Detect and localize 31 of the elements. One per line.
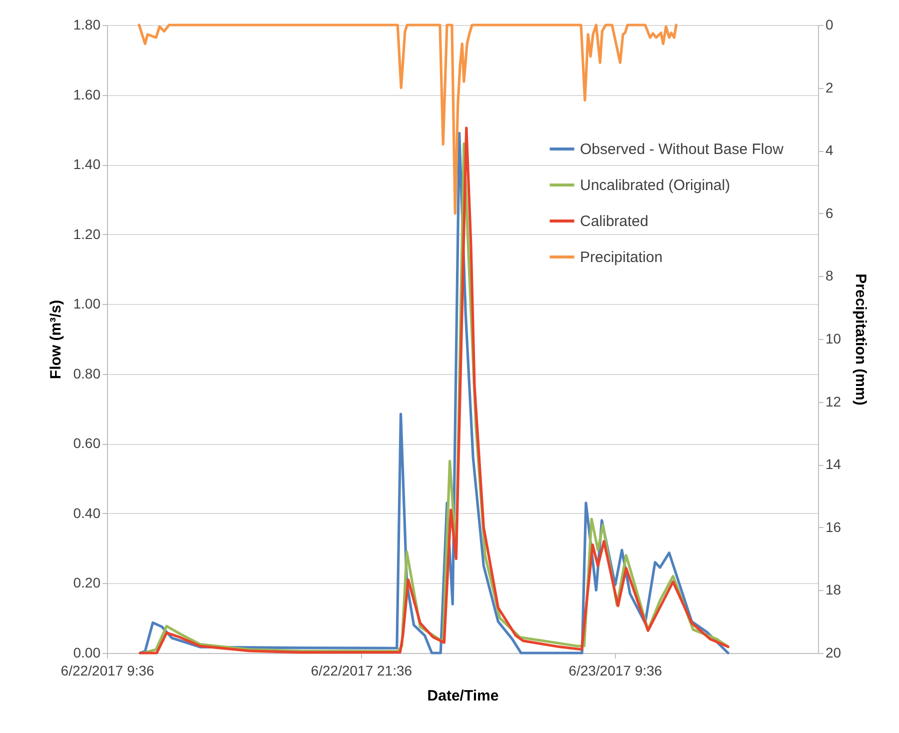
x-tick-label: 6/22/2017 9:36 [60, 662, 154, 678]
y-tick-label: 1.80 [73, 16, 101, 32]
y2-tick-label: 16 [826, 518, 842, 535]
y-axis-title: Flow (m³/s) [47, 300, 64, 380]
x-tick-label: 6/22/2017 21:36 [310, 662, 412, 678]
y2-tick-label: 6 [826, 204, 834, 221]
x-tick-label: 6/23/2017 9:36 [568, 662, 662, 678]
y-tick-label: 0.20 [73, 574, 101, 591]
y2-tick-label: 14 [826, 456, 842, 472]
y2-tick-label: 18 [826, 582, 842, 598]
y-tick-label: 0.00 [73, 644, 101, 660]
y-tick-label: 1.40 [73, 156, 101, 172]
y-tick-label: 0.60 [73, 435, 101, 452]
y2-tick-label: 0 [826, 16, 834, 32]
y-tick-label: 0.80 [73, 365, 101, 382]
legend-label: Uncalibrated (Original) [580, 177, 730, 194]
y2-tick-label: 2 [826, 79, 834, 96]
legend-label: Precipitation [580, 249, 663, 266]
y2-tick-label: 8 [826, 268, 834, 284]
y2-tick-label: 10 [826, 330, 842, 346]
legend-label: Observed - Without Base Flow [580, 141, 784, 158]
y2-tick-label: 12 [826, 393, 842, 410]
x-axis-title: Date/Time [427, 688, 499, 704]
y-tick-label: 1.60 [73, 86, 101, 102]
y-tick-label: 1.20 [73, 226, 101, 242]
y-tick-label: 0.40 [73, 504, 101, 521]
y2-tick-label: 4 [826, 142, 834, 158]
y-tick-label: 1.00 [73, 296, 101, 312]
legend-label: Calibrated [580, 213, 648, 230]
y2-axis-title: Precipitation (mm) [852, 274, 870, 406]
y2-tick-label: 20 [826, 644, 842, 660]
